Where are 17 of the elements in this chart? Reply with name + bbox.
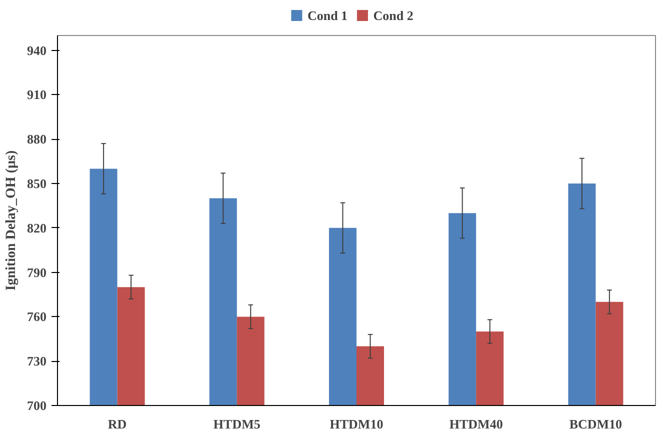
x-tick-label: HTDM5 [213,416,261,432]
legend-label: Cond 2 [373,8,414,23]
y-tick-label: 760 [27,309,46,324]
y-tick-label: 790 [27,264,46,280]
y-tick-label: 700 [27,398,46,413]
y-tick-label: 730 [27,354,46,369]
legend-label: Cond 1 [307,8,348,23]
y-tick-label: 940 [27,42,46,58]
y-tick-label: 820 [27,220,46,236]
x-tick-label: RD [108,416,127,432]
x-tick-label: BCDM10 [569,416,622,432]
y-tick-label: 850 [27,176,46,191]
y-tick-label: 910 [27,87,46,102]
y-axis-title: Ignition Delay_OH (µs) [4,150,19,291]
x-tick-label: HTDM40 [449,416,503,432]
x-tick-label: HTDM10 [330,416,384,432]
y-tick-label: 880 [27,132,46,147]
